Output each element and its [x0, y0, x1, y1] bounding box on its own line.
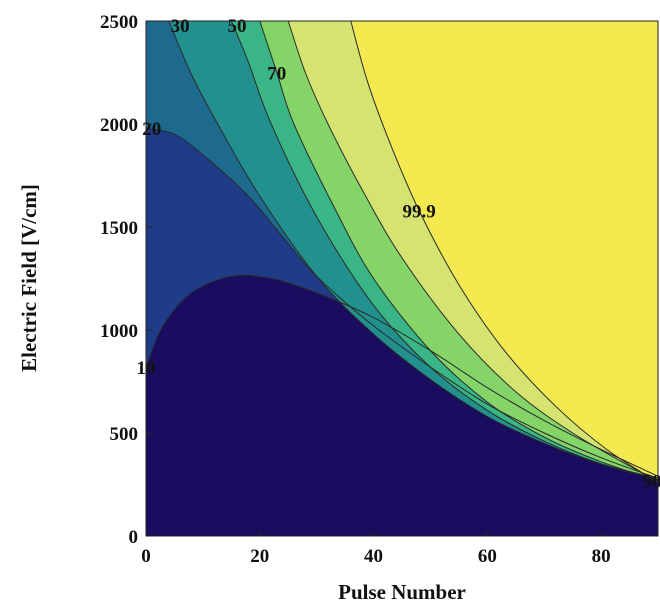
y-axis: 0 500 1000 1500 2000 2500	[100, 12, 152, 548]
contour-label-70: 70	[267, 64, 286, 85]
x-axis-title: Pulse Number	[338, 580, 466, 604]
x-axis: 0 20 40 60 80	[141, 530, 611, 567]
x-tick-label: 80	[592, 546, 611, 567]
x-tick-label: 20	[250, 546, 269, 567]
plot-frame	[145, 20, 659, 537]
contour-lines	[146, 21, 658, 483]
contour-line-99.9	[350, 21, 658, 483]
contour-label-50: 50	[228, 16, 247, 37]
contour-label-99.9: 99.9	[402, 202, 435, 223]
contour-line-10	[146, 274, 658, 477]
x-tick-label: 40	[364, 546, 383, 567]
plot-area	[146, 21, 658, 536]
x-tick-label: 0	[141, 546, 151, 567]
y-tick-label: 2500	[100, 12, 138, 33]
contour-line-20	[146, 127, 658, 479]
y-tick-label: 2000	[100, 115, 138, 136]
x-tick-label: 60	[478, 546, 497, 567]
contour-label-90: 90	[643, 471, 660, 492]
contour-line-50	[230, 21, 658, 480]
y-tick-label: 1500	[100, 218, 138, 239]
contour-line-70	[259, 21, 658, 481]
y-tick-label: 1000	[100, 321, 138, 342]
contour-fills	[146, 21, 658, 483]
y-axis-title: Electric Field [V/cm]	[17, 184, 41, 372]
contour-label-30: 30	[171, 16, 190, 37]
y-tick-label: 0	[129, 527, 139, 548]
contour-line-90	[287, 21, 658, 482]
contour-label-20: 20	[142, 119, 161, 140]
y-tick-label: 500	[110, 424, 139, 445]
contour-line-30	[168, 21, 658, 479]
contour-fill-99.9	[350, 21, 658, 483]
